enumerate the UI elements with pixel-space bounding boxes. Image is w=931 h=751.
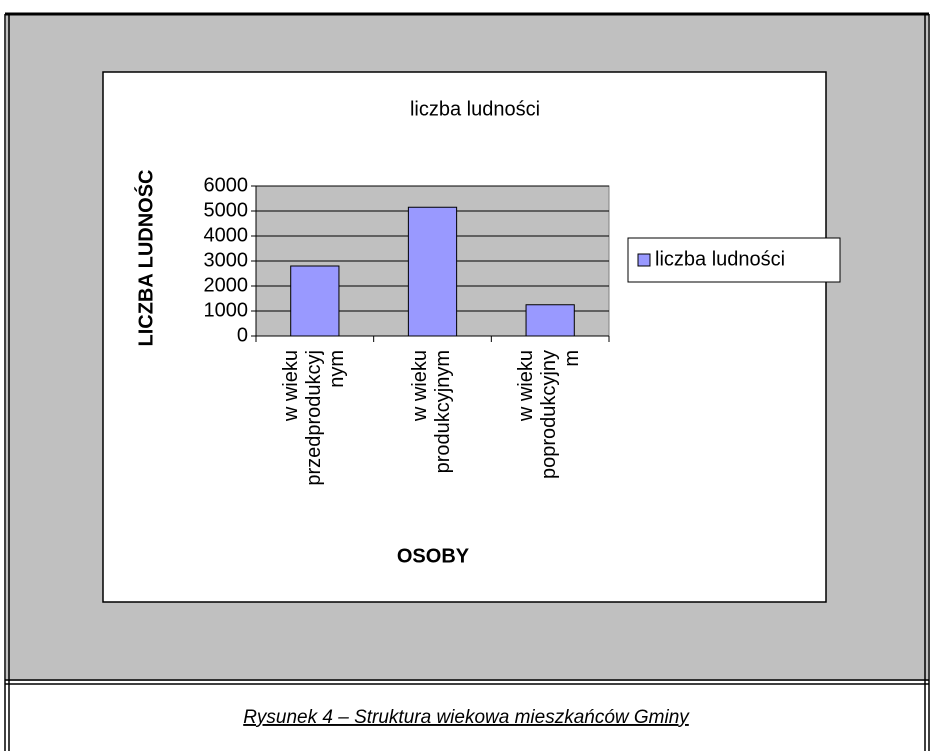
- y-tick-label: 4000: [204, 224, 249, 246]
- bar: [407, 206, 458, 337]
- x-axis-title: OSOBY: [397, 545, 470, 567]
- y-tick-label: 6000: [204, 174, 249, 196]
- bar: [290, 265, 340, 337]
- y-axis-title: LICZBA LUDNOŚC: [133, 169, 157, 346]
- bar: [525, 304, 575, 337]
- legend-swatch: [637, 253, 651, 267]
- x-tick-label: w wiekupoprodukcyjnym: [515, 350, 583, 479]
- y-tick-label: 3000: [204, 249, 249, 271]
- x-tick-label: w wiekuprodukcyjnym: [409, 350, 454, 473]
- chart-area: [102, 71, 827, 603]
- caption: Rysunek 4 – Struktura wiekowa mieszkańcó…: [243, 707, 690, 728]
- y-tick-label: 0: [237, 324, 248, 346]
- y-tick-label: 1000: [204, 299, 249, 321]
- x-tick-label: w wiekuprzedprodukcyjnym: [280, 350, 348, 486]
- y-tick-label: 5000: [204, 199, 249, 221]
- legend: [627, 237, 841, 283]
- chart-title: liczba ludności: [410, 98, 540, 120]
- legend-label: liczba ludności: [655, 248, 785, 270]
- y-tick-label: 2000: [204, 274, 249, 296]
